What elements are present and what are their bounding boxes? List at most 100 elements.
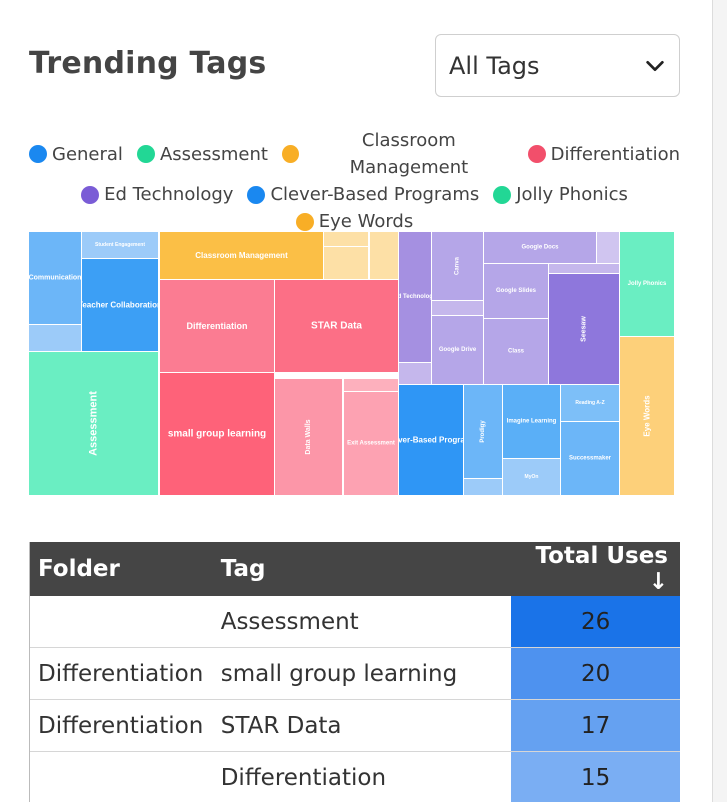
treemap-tile[interactable]: Canva — [432, 232, 483, 300]
treemap-tile[interactable]: Communication — [29, 232, 81, 324]
trending-tags-panel: Trending Tags All Tags General Assessment… — [0, 0, 712, 802]
treemap-tile[interactable]: STAR Data — [275, 280, 398, 372]
legend-item[interactable]: Clever-Based Programs — [247, 181, 479, 208]
treemap-tile-rect — [503, 385, 560, 458]
treemap-tile[interactable]: Assessment — [29, 352, 158, 495]
treemap-tile-rect — [275, 379, 342, 495]
treemap-tile-label: Reading A-Z — [575, 400, 604, 406]
treemap-tile-rect — [399, 232, 431, 362]
treemap-tile-rect — [344, 379, 398, 391]
treemap-tile-label: Seesaw — [581, 316, 588, 342]
page-title: Trending Tags — [29, 46, 267, 81]
treemap-tile[interactable]: Eye Words — [620, 337, 674, 495]
tags-table: Folder Tag Total Uses ↓ Assessment 26 Diff… — [29, 542, 680, 802]
treemap-tile[interactable] — [324, 232, 368, 246]
legend-item[interactable]: Jolly Phonics — [493, 181, 628, 208]
cell-total-uses: 15 — [511, 752, 680, 802]
treemap-tile[interactable]: MyOn — [503, 459, 560, 495]
treemap-tile[interactable]: Differentiation — [160, 280, 274, 372]
treemap-tile[interactable] — [432, 301, 483, 315]
table-row[interactable]: Assessment 26 — [30, 596, 680, 648]
cell-tag: Differentiation — [220, 764, 387, 791]
treemap-tile-label: Data Walls — [305, 419, 312, 454]
legend-label: General — [52, 143, 123, 165]
tags-treemap: Communication Student Engagement Teacher C… — [29, 232, 674, 495]
treemap-tile-rect — [29, 352, 158, 495]
treemap-tile-rect — [160, 280, 274, 372]
treemap-tile-rect — [399, 385, 463, 495]
treemap-tile-label: Assessment — [88, 391, 100, 456]
treemap-tile[interactable]: Teacher Collaboration — [78, 259, 162, 351]
table-row[interactable]: Differentiation STAR Data 17 — [30, 700, 680, 752]
treemap-tile-rect — [561, 385, 619, 421]
treemap-tile[interactable]: Class — [484, 319, 548, 384]
legend-row: General Assessment Classroom Management Dif… — [29, 127, 680, 181]
treemap-tile[interactable]: Imagine Learning — [503, 385, 560, 458]
legend-item[interactable]: Ed Technology — [81, 181, 233, 208]
treemap-tile[interactable]: Reading A-Z — [561, 385, 619, 421]
treemap-tile[interactable] — [464, 479, 502, 495]
tag-filter-select[interactable]: All Tags — [435, 34, 680, 97]
treemap-tile[interactable]: Google Drive — [432, 316, 483, 384]
treemap-tile[interactable] — [370, 232, 398, 279]
treemap-tile[interactable]: Clever-Based Programs — [386, 385, 477, 495]
legend-item[interactable]: Eye Words — [295, 208, 413, 235]
treemap-tile-label: Google Slides — [496, 288, 537, 294]
treemap-tile-rect — [275, 280, 398, 372]
cell-total-uses: 17 — [511, 700, 680, 751]
treemap-tile[interactable] — [597, 232, 619, 263]
treemap-tile-label: Classroom Management — [195, 251, 288, 260]
treemap-tile-label: Clever-Based Programs — [386, 436, 477, 445]
treemap-tile[interactable]: Google Docs — [484, 232, 596, 263]
column-header-folder[interactable]: Folder — [38, 556, 120, 582]
legend-dot-icon — [527, 145, 546, 163]
legend-item[interactable]: Classroom Management — [281, 127, 514, 181]
treemap-tile-rect — [432, 232, 483, 300]
treemap-tile-rect — [464, 385, 502, 478]
legend-item[interactable]: General — [29, 127, 123, 181]
table-row[interactable]: Differentiation small group learning 20 — [30, 648, 680, 700]
legend-item[interactable]: Differentiation — [527, 127, 680, 181]
treemap-tile[interactable]: Seesaw — [549, 274, 619, 384]
treemap-tile-label: Class — [508, 349, 525, 355]
treemap-tile[interactable]: Google Slides — [484, 264, 548, 318]
treemap-tile-label: Teacher Collaboration — [78, 301, 162, 310]
treemap-tile-label: Eye Words — [643, 395, 652, 437]
treemap-tile[interactable]: Classroom Management — [160, 232, 323, 279]
treemap-tile-rect — [620, 232, 674, 336]
legend-dot-icon — [493, 185, 512, 204]
legend-label: Jolly Phonics — [516, 184, 628, 205]
treemap-tile-rect — [432, 316, 483, 384]
cell-tag: small group learning — [220, 660, 458, 687]
legend-dot-icon — [136, 145, 155, 163]
treemap-tile[interactable] — [549, 264, 619, 273]
treemap-tile[interactable]: Exit Assessment — [344, 392, 398, 495]
treemap-tile[interactable]: small group learning — [160, 373, 274, 495]
treemap-tile[interactable]: Data Walls — [275, 379, 342, 495]
table-header: Folder Tag Total Uses ↓ — [30, 542, 680, 596]
cell-tag: Assessment — [220, 608, 359, 635]
treemap-tile[interactable]: Student Engagement — [82, 232, 158, 258]
legend-dot-icon — [281, 145, 300, 163]
treemap-tile[interactable] — [29, 325, 81, 351]
treemap-tile-rect — [549, 274, 619, 384]
treemap-tile-rect — [344, 392, 398, 495]
treemap-tile[interactable] — [399, 363, 431, 384]
legend-item[interactable]: Assessment — [136, 127, 268, 181]
treemap-tile[interactable] — [344, 379, 398, 391]
treemap-tile[interactable] — [324, 247, 368, 279]
treemap-tile[interactable]: Prodigy — [464, 385, 502, 478]
column-header-total-uses[interactable]: Total Uses ↓ — [535, 543, 669, 595]
cell-total-uses: 20 — [511, 648, 680, 699]
treemap-tile[interactable]: Jolly Phonics — [620, 232, 674, 336]
tag-filter-value: All Tags — [449, 51, 540, 80]
treemap-tile-label: Google Drive — [439, 347, 477, 353]
treemap-tile[interactable]: Successmaker — [561, 422, 619, 495]
table-row[interactable]: Differentiation 15 — [30, 752, 680, 802]
treemap-tile-label: Exit Assessment — [347, 441, 395, 447]
treemap-tile-rect — [29, 232, 81, 324]
treemap-tile-rect — [503, 459, 560, 495]
treemap-tile[interactable]: Ed Technology — [394, 232, 437, 362]
column-header-tag[interactable]: Tag — [220, 556, 266, 582]
table-body: Assessment 26 Differentiation small group l… — [30, 596, 680, 802]
